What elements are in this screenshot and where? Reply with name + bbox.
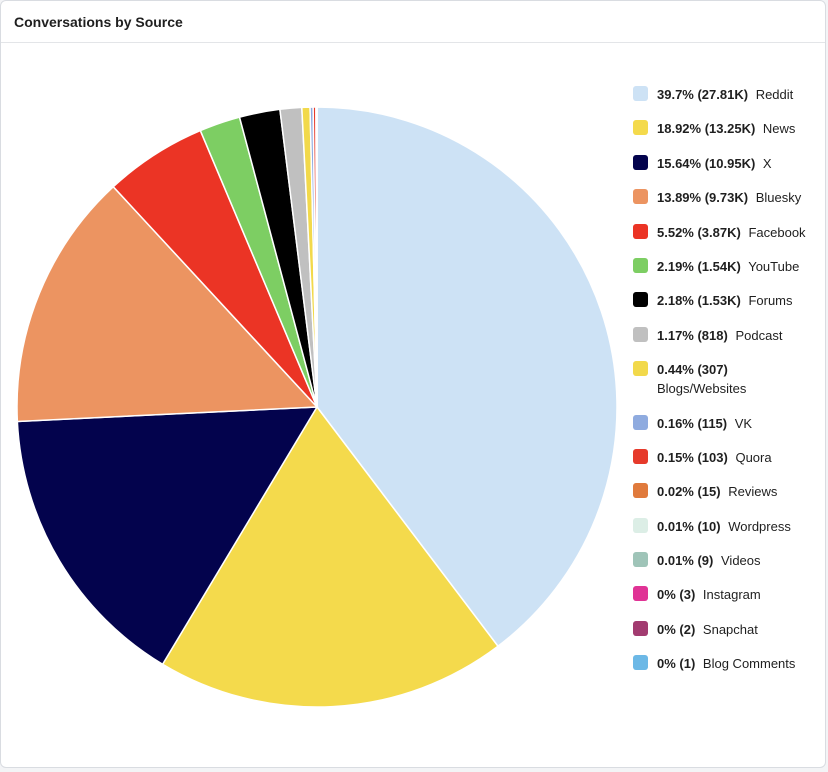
legend-label: Wordpress [728,518,791,534]
legend-label: Quora [735,449,772,465]
legend-swatch [633,655,648,671]
pie-slice-news[interactable] [161,405,500,708]
legend-label: Bluesky [755,190,802,206]
legend-value: 1.17% (818) [657,327,728,343]
legend-value: 0% (2) [657,621,696,637]
legend-swatch [633,483,648,499]
legend-value: 0% (3) [657,587,696,603]
legend-value: 0% (1) [657,656,696,672]
legend-swatch [633,223,648,239]
chart-legend: 39.7% (27.81K) Reddit 18.92% (13.25K) New… [633,85,823,689]
legend-swatch [633,586,648,602]
legend-value: 18.92% (13.25K) [657,121,756,137]
legend-label: Blog Comments [702,656,796,672]
legend-value: 0.02% (15) [657,484,721,500]
legend-item-reviews[interactable]: 0.02% (15) Reviews [633,482,823,501]
legend-item-instagram[interactable]: 0% (3) Instagram [633,585,823,604]
pie-slice-bluesky[interactable] [16,185,319,423]
legend-label: Reddit [755,87,794,102]
legend-value: 0.16% (115) [657,415,728,431]
legend-swatch [633,517,648,533]
legend-label: Videos [721,553,761,569]
legend-value: 15.64% (10.95K) [657,155,756,171]
legend-item-quora[interactable]: 0.15% (103) Quora [633,448,823,467]
legend-swatch [633,326,648,342]
legend-value: 2.18% (1.53K) [657,293,741,309]
legend-item-forums[interactable]: 2.18% (1.53K) Forums [633,291,823,310]
legend-swatch [633,120,648,136]
legend-label: News [762,121,796,137]
legend-item-x[interactable]: 15.64% (10.95K) X [633,154,823,173]
legend-swatch [633,620,648,636]
legend-item-vk[interactable]: 0.16% (115) VK [633,414,823,433]
legend-swatch [633,86,648,101]
legend-item-youtube[interactable]: 2.19% (1.54K) YouTube [633,257,823,276]
legend-label: Forums [748,293,793,309]
legend-label: Snapchat [702,621,758,637]
legend-value: 0.01% (10) [657,518,721,534]
legend-swatch [633,552,648,568]
legend-item-blog-comments[interactable]: 0% (1) Blog Comments [633,654,823,673]
legend-label: X [762,155,772,171]
legend-swatch [633,154,648,170]
legend-swatch [633,189,648,205]
legend-swatch [633,257,648,273]
legend-value: 0.01% (9) [657,553,714,569]
legend-value: 0.15% (103) [657,449,728,465]
legend-swatch [633,414,648,430]
legend-item-podcast[interactable]: 1.17% (818) Podcast [633,326,823,345]
legend-item-reddit[interactable]: 39.7% (27.81K) Reddit [633,85,823,104]
legend-label: VK [734,415,753,431]
legend-item-wordpress[interactable]: 0.01% (10) Wordpress [633,517,823,536]
legend-swatch [633,361,648,377]
legend-label: YouTube [748,258,800,274]
legend-item-snapchat[interactable]: 0% (2) Snapchat [633,620,823,639]
legend-label: Instagram [702,587,761,603]
legend-value: 13.89% (9.73K) [657,190,749,206]
legend-label: Blogs/Websites [657,381,747,397]
legend-swatch [633,448,648,464]
legend-value: 5.52% (3.87K) [657,224,741,240]
pie-chart [16,106,618,708]
legend-label: Reviews [728,484,778,500]
pie-slice-reddit[interactable] [316,106,618,648]
legend-swatch [633,292,648,308]
legend-item-videos[interactable]: 0.01% (9) Videos [633,551,823,570]
legend-item-blogs-websites[interactable]: 0.44% (307) Blogs/Websites [633,360,823,398]
legend-item-facebook[interactable]: 5.52% (3.87K) Facebook [633,223,823,242]
legend-value: 0.44% (307) [657,362,728,378]
legend-value: 39.7% (27.81K) [657,87,749,102]
legend-item-bluesky[interactable]: 13.89% (9.73K) Bluesky [633,188,823,207]
legend-label: Facebook [748,224,806,240]
legend-label: Podcast [735,327,783,343]
legend-value: 2.19% (1.54K) [657,258,741,274]
legend-item-news[interactable]: 18.92% (13.25K) News [633,119,823,138]
panel-title: Conversations by Source [1,1,825,43]
pie-slice-x[interactable] [16,406,319,666]
